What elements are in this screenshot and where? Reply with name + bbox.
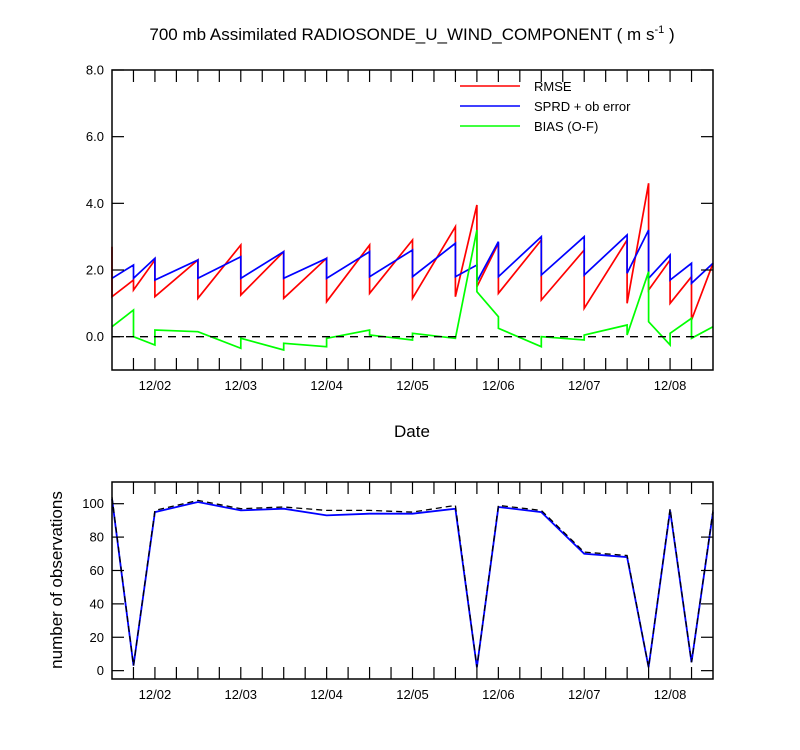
top-xtick-label: 12/03 [225,378,258,393]
chart-title-text: 700 mb Assimilated RADIOSONDE_U_WIND_COM… [149,25,654,44]
bottom-ytick-label: 0 [97,663,104,678]
top-x-axis-label: Date [394,422,430,441]
bottom-ytick-label: 40 [90,596,104,611]
bottom-xtick-label: 12/08 [654,687,687,702]
top-series-group [111,183,714,352]
bottom-panel: 0 20 40 60 80 100 12/02 12/03 12/04 12/05 12/06 12/… [47,481,714,702]
legend-label-rmse: RMSE [534,79,572,94]
top-ytick-label: 8.0 [86,63,104,78]
chart-title-superscript: -1 [654,24,664,36]
top-ytick-label: 0.0 [86,329,104,344]
top-xtick-label: 12/08 [654,378,687,393]
top-xtick-label: 12/07 [568,378,601,393]
bottom-series-line-observations [111,498,714,668]
legend: RMSE SPRD + ob error BIAS (O-F) [460,79,631,134]
top-ytick-label: 4.0 [86,196,104,211]
bottom-series-group [111,496,714,668]
top-series-line-bias-o-f [111,229,714,352]
bottom-y-axis-label: number of observations [47,491,66,669]
bottom-xtick-label: 12/05 [396,687,429,702]
top-plot-frame [111,69,714,371]
top-panel: 0.0 2.0 4.0 6.0 8.0 12/02 12/03 12/04 12/05 12/06… [86,63,714,441]
chart-title: 700 mb Assimilated RADIOSONDE_U_WIND_COM… [149,24,674,44]
bottom-axes-group: 0 20 40 60 80 100 12/02 12/03 12/04 12/05 12/06 12/… [82,482,713,702]
top-xtick-label: 12/05 [396,378,429,393]
legend-label-bias: BIAS (O-F) [534,119,598,134]
top-ytick-label: 6.0 [86,129,104,144]
top-series-line-sprd-ob-error [111,229,714,286]
bottom-xtick-label: 12/06 [482,687,515,702]
chart-title-end: ) [664,25,674,44]
bottom-xtick-label: 12/04 [310,687,343,702]
bottom-xtick-label: 12/03 [225,687,258,702]
bottom-ytick-label: 20 [90,630,104,645]
bottom-xtick-label: 12/02 [139,687,172,702]
bottom-xtick-label: 12/07 [568,687,601,702]
bottom-ytick-label: 80 [90,530,104,545]
top-axes-group: 0.0 2.0 4.0 6.0 8.0 12/02 12/03 12/04 12/05 12/06… [86,63,713,393]
bottom-ytick-label: 60 [90,563,104,578]
bottom-plot-frame [111,481,714,680]
legend-label-sprd: SPRD + ob error [534,99,631,114]
bottom-ytick-label: 100 [82,496,104,511]
top-xtick-label: 12/06 [482,378,515,393]
bottom-series-line-assimilated-dashed [111,496,714,668]
top-xtick-label: 12/02 [139,378,172,393]
top-xtick-label: 12/04 [310,378,343,393]
top-ytick-label: 2.0 [86,263,104,278]
